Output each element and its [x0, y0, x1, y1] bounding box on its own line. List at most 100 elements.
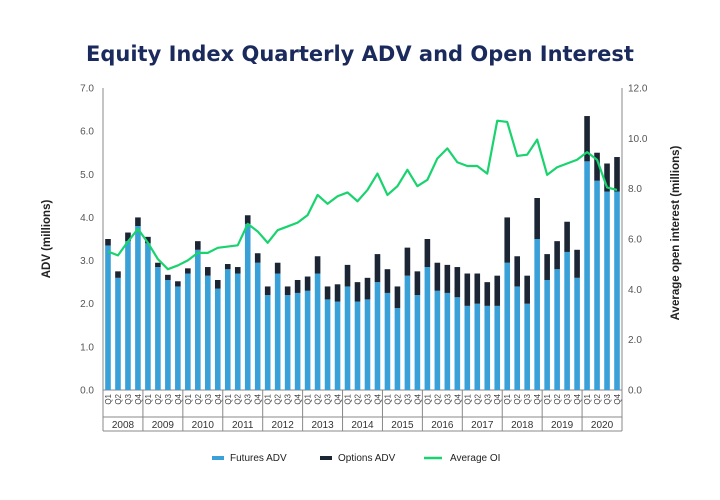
x-tick-quarter: Q1 [264, 393, 273, 404]
bar-futures-adv [195, 249, 201, 390]
y2-tick-label: 8.0 [628, 184, 642, 195]
y2-tick-label: 6.0 [628, 235, 642, 246]
x-tick-quarter: Q4 [573, 393, 582, 404]
x-tick-quarter: Q4 [214, 393, 223, 404]
y2-tick-label: 12.0 [628, 84, 648, 95]
bar-options-adv [494, 275, 501, 306]
bar-futures-adv [224, 269, 231, 390]
bar-options-adv [484, 282, 491, 306]
x-tick-quarter: Q2 [593, 393, 602, 404]
bar-options-adv [314, 256, 321, 274]
bar-options-adv [414, 271, 421, 296]
bar-options-adv [364, 277, 371, 300]
bar-futures-adv [484, 305, 491, 390]
bar-futures-adv [204, 275, 211, 390]
x-tick-quarter: Q3 [403, 393, 412, 404]
bar-options-adv [304, 276, 311, 291]
bar-futures-adv [474, 303, 481, 390]
bar-futures-adv [105, 245, 111, 390]
x-tick-quarter: Q1 [344, 393, 353, 404]
bar-options-adv [454, 267, 461, 298]
x-tick-quarter: Q4 [134, 393, 143, 404]
bar-futures-adv [434, 290, 441, 390]
bar-futures-adv [414, 295, 421, 390]
bar-options-adv [175, 281, 181, 287]
bar-futures-adv [135, 226, 141, 390]
y-tick-label: 5.0 [80, 170, 94, 181]
x-tick-quarter: Q3 [244, 393, 253, 404]
bar-futures-adv [314, 273, 321, 390]
x-tick-year: 2011 [232, 420, 254, 431]
y2-tick-label: 4.0 [628, 285, 642, 296]
x-tick-quarter: Q3 [523, 393, 532, 404]
bar-futures-adv [175, 286, 181, 390]
bar-options-adv [334, 284, 341, 302]
y-tick-label: 6.0 [80, 127, 94, 138]
x-tick-quarter: Q2 [513, 393, 522, 404]
bar-options-adv [574, 249, 580, 278]
bar-futures-adv [534, 239, 540, 390]
x-tick-quarter: Q3 [284, 393, 293, 404]
bar-options-adv [594, 152, 600, 181]
x-tick-quarter: Q2 [114, 393, 123, 404]
bar-options-adv [374, 254, 381, 283]
x-tick-quarter: Q2 [473, 393, 482, 404]
x-tick-quarter: Q1 [144, 393, 153, 404]
bar-options-adv [155, 262, 161, 268]
x-tick-quarter: Q4 [294, 393, 303, 404]
x-tick-quarter: Q4 [613, 393, 622, 404]
bar-options-adv [354, 282, 361, 302]
x-tick-quarter: Q4 [453, 393, 462, 404]
y-tick-label: 3.0 [80, 256, 94, 267]
x-tick-quarter: Q1 [383, 393, 392, 404]
bar-futures-adv [254, 262, 261, 390]
x-tick-year: 2012 [272, 420, 295, 431]
x-tick-quarter: Q4 [254, 393, 263, 404]
x-tick-quarter: Q4 [334, 393, 343, 404]
x-tick-year: 2015 [391, 420, 414, 431]
bar-futures-adv [344, 286, 351, 390]
bar-options-adv [394, 286, 401, 309]
bar-options-adv [234, 267, 241, 274]
x-tick-year: 2018 [511, 420, 534, 431]
bar-options-adv [564, 221, 570, 252]
bar-options-adv [464, 273, 471, 306]
bar-futures-adv [304, 290, 311, 390]
bar-futures-adv [554, 269, 560, 390]
bar-futures-adv [584, 161, 590, 390]
bar-futures-adv [604, 191, 610, 390]
bar-options-adv [125, 232, 131, 242]
y-tick-label: 4.0 [80, 213, 94, 224]
x-tick-quarter: Q2 [553, 393, 562, 404]
bar-options-adv [244, 215, 251, 224]
bar-options-adv [115, 271, 121, 278]
x-tick-quarter: Q4 [533, 393, 542, 404]
bar-futures-adv [264, 295, 271, 390]
x-tick-quarter: Q2 [433, 393, 442, 404]
bar-futures-adv [464, 305, 471, 390]
x-tick-year: 2017 [471, 420, 494, 431]
bar-options-adv [404, 247, 411, 276]
bar-options-adv [604, 163, 610, 192]
y2-tick-label: 10.0 [628, 134, 648, 145]
bar-options-adv [145, 236, 151, 244]
x-tick-year: 2020 [591, 420, 614, 431]
bar-options-adv [514, 256, 521, 287]
x-tick-quarter: Q3 [164, 393, 173, 404]
bar-options-adv [584, 116, 590, 162]
x-tick-quarter: Q2 [314, 393, 323, 404]
x-tick-quarter: Q3 [124, 393, 133, 404]
bar-options-adv [424, 239, 431, 268]
x-tick-quarter: Q3 [483, 393, 492, 404]
bar-options-adv [444, 264, 451, 293]
bar-futures-adv [155, 267, 161, 390]
y-axis-title: ADV (millions) [41, 200, 53, 279]
x-tick-quarter: Q1 [583, 393, 592, 404]
x-tick-quarter: Q3 [324, 393, 333, 404]
x-tick-quarter: Q3 [363, 393, 372, 404]
y2-tick-label: 0.0 [628, 386, 642, 397]
bar-options-adv [165, 274, 171, 280]
bar-options-adv [135, 217, 141, 227]
bar-futures-adv [234, 273, 241, 390]
